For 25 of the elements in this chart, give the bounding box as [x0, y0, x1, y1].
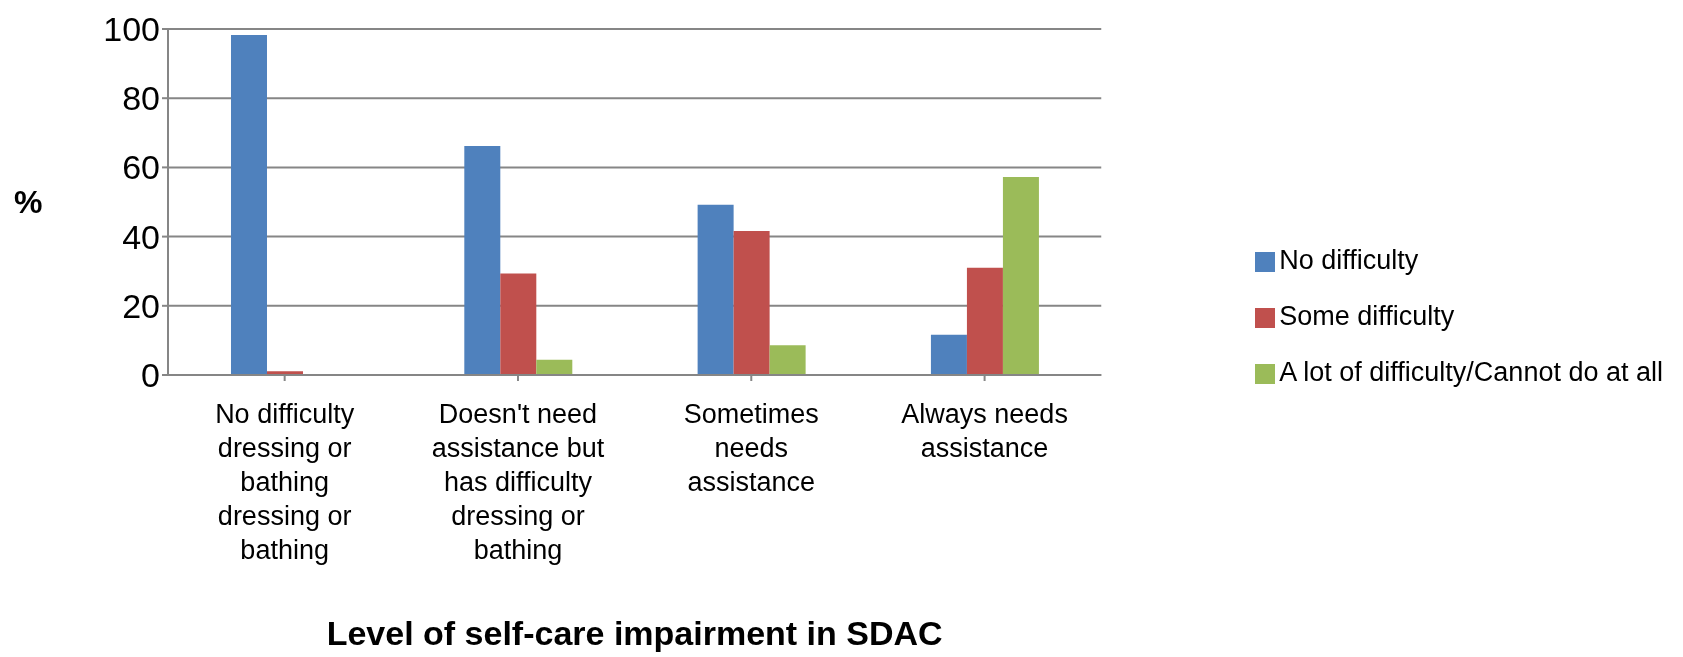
x-tick-label: Always needs assistance: [901, 399, 1068, 463]
legend-label: No difficulty: [1279, 245, 1419, 275]
y-tick-label: 100: [103, 10, 160, 49]
bar: [500, 273, 537, 375]
bar: [230, 34, 267, 375]
bar: [930, 334, 967, 375]
bar: [966, 267, 1003, 375]
y-axis-title: %: [14, 184, 43, 221]
x-tick-label: Sometimes needs assistance: [683, 399, 819, 497]
bar: [464, 145, 501, 375]
y-tick-label: 40: [122, 217, 160, 256]
bar: [697, 204, 734, 375]
legend-label: A lot of difficulty/Cannot do at all: [1279, 357, 1663, 387]
x-axis-title: Level of self-care impairment in SDAC: [326, 614, 943, 652]
y-tick-label: 20: [122, 286, 160, 325]
bar: [769, 345, 806, 375]
x-tick-label: Doesn't need assistance but has difficulty dressing or bathing: [431, 399, 605, 565]
bar: [1002, 177, 1039, 375]
legend-label: Some difficulty: [1279, 301, 1455, 331]
x-tick-label: No difficulty dressing or bathing dressing or bathing: [215, 399, 355, 565]
bar: [733, 231, 770, 375]
y-tick-label: 0: [141, 356, 160, 395]
y-tick-label: 60: [122, 148, 160, 187]
y-tick-label: 80: [122, 79, 160, 118]
bar: [536, 359, 573, 375]
